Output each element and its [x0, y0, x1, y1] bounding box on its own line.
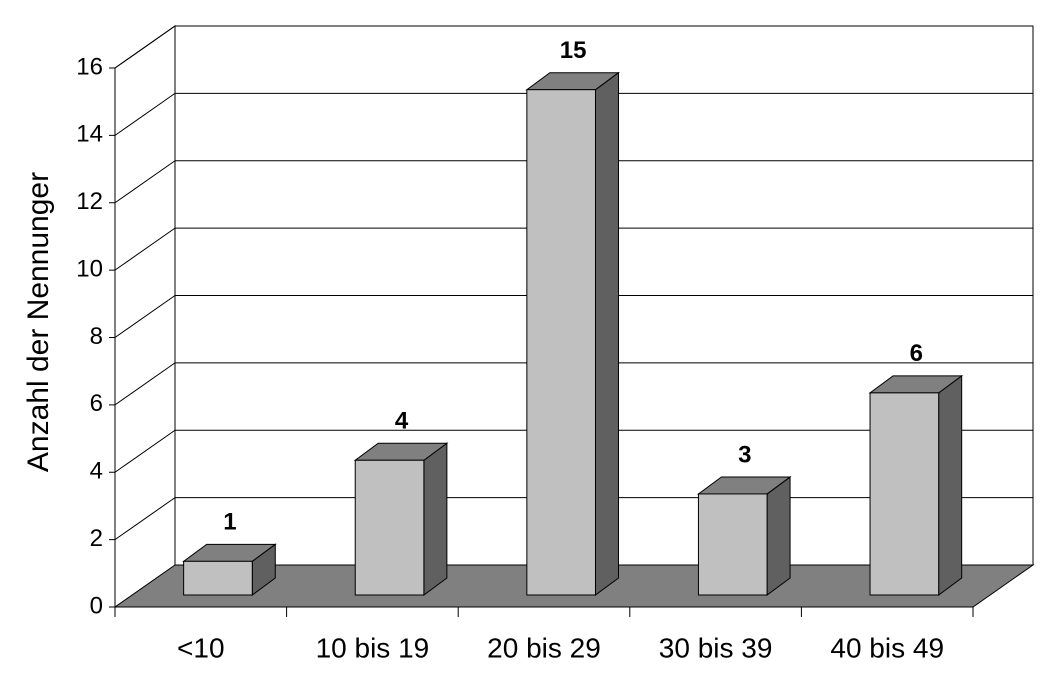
bar: [354, 459, 425, 596]
bar-side: [423, 442, 448, 596]
grid-line: [114, 362, 176, 406]
data-label: 3: [738, 441, 751, 468]
bar: [526, 89, 596, 596]
bar: [697, 493, 768, 596]
data-label: 15: [560, 37, 587, 64]
y-tick-label: 12: [76, 188, 103, 215]
x-tick-label: 20 bis 29: [487, 632, 601, 663]
grid-line: [114, 227, 176, 271]
x-tick-label: 10 bis 19: [316, 632, 430, 663]
bar: [183, 560, 253, 596]
data-label: 6: [910, 340, 923, 367]
grid-line: [114, 497, 176, 541]
x-tick-label: 30 bis 39: [659, 632, 773, 663]
bar-side: [594, 71, 619, 596]
y-tick-label: 16: [76, 53, 103, 80]
grid-line: [114, 429, 176, 473]
x-tick-label: <10: [177, 632, 225, 663]
y-tick-label: 2: [90, 525, 103, 552]
y-tick-label: 0: [90, 592, 103, 619]
grid-line: [114, 295, 176, 338]
data-label: 1: [223, 509, 236, 536]
grid-line: [114, 160, 176, 204]
y-tick-label: 14: [76, 121, 103, 148]
x-tick-label: 40 bis 49: [830, 632, 944, 663]
data-label: 4: [395, 408, 409, 435]
bar-side: [766, 475, 791, 596]
y-tick-label: 4: [90, 458, 103, 485]
y-tick-label: 10: [76, 255, 103, 282]
bar: [869, 392, 940, 596]
grid-line: [114, 92, 176, 136]
bar-side: [938, 374, 963, 596]
y-tick-label: 8: [90, 323, 103, 350]
grid-line: [114, 25, 176, 69]
y-axis-label: Anzahl der Nennunger: [22, 172, 55, 472]
y-tick-label: 6: [90, 390, 103, 417]
